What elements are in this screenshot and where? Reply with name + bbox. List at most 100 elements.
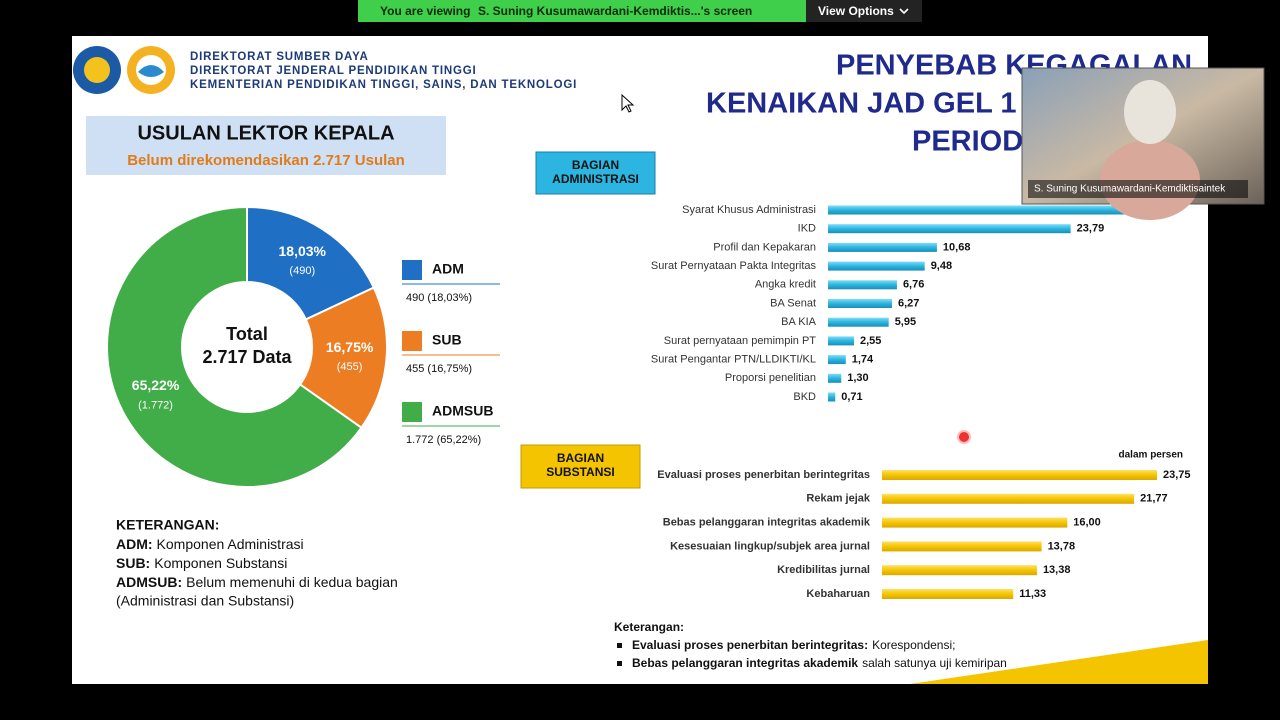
bar-category: Surat Pengantar PTN/LLDIKTI/KL <box>651 354 816 366</box>
cursor <box>621 93 635 113</box>
bar-value: 21,77 <box>1140 493 1168 505</box>
bar-category: BKD <box>793 391 816 403</box>
pie-slice <box>106 205 363 488</box>
note: Bebas pelanggaran integritas akademik sal… <box>632 656 1007 670</box>
bar-value: 5,95 <box>895 316 916 328</box>
bar <box>828 261 925 271</box>
notes-heading: Keterangan: <box>614 620 684 634</box>
section-title-line: BAGIAN <box>572 158 619 172</box>
chevron[interactable] <box>899 8 909 15</box>
bar-category: BA KIA <box>781 316 817 328</box>
slide-title: PERIOD <box>912 126 1023 158</box>
notes-heading: KETERANGAN: <box>116 517 219 533</box>
org-name: KEMENTERIAN PENDIDIKAN TINGGI, SAINS, DA… <box>190 79 577 91</box>
bar-value: 23,75 <box>1163 469 1191 481</box>
chart-subtitle: Belum direkomendasikan 2.717 Usulan <box>127 152 405 169</box>
bar-category: Surat Pernyataan Pakta Integritas <box>651 260 817 272</box>
note: (Administrasi dan Substansi) <box>116 593 294 609</box>
bar <box>882 517 1068 528</box>
note-desc: salah satunya uji kemiripan <box>862 656 1007 670</box>
webcam-name-tag <box>1028 180 1248 198</box>
legend-detail: 1.772 (65,22%) <box>406 434 481 446</box>
org-name: DIREKTORAT JENDERAL PENDIDIKAN TINGGI <box>190 65 476 77</box>
pointer-dot <box>957 430 971 444</box>
section-box <box>520 444 641 489</box>
note-desc: Komponen Administrasi <box>157 536 304 552</box>
section-title-line: SUBSTANSI <box>546 465 614 479</box>
bar-category: Rekam jejak <box>806 493 870 505</box>
webcam-name: S. Suning Kusumawardani-Kemdiktisaintek <box>1034 184 1226 195</box>
bar-category: Angka kredit <box>755 279 816 291</box>
pie-title-box <box>86 116 446 175</box>
bar <box>828 224 1071 234</box>
bar <box>828 242 937 252</box>
note-term: ADM: <box>116 536 153 552</box>
legend-label: ADMSUB <box>432 403 493 419</box>
legend-label: ADM <box>432 261 464 277</box>
logo <box>138 65 164 77</box>
note: Evaluasi proses penerbitan berintegritas… <box>632 638 955 652</box>
note-desc: Belum memenuhi di kedua bagian <box>186 574 398 590</box>
bar-category: IKD <box>798 223 816 235</box>
slice-label: 16,75% <box>326 339 374 355</box>
logo <box>84 57 110 83</box>
legend-swatch <box>402 402 422 422</box>
center-label: Total <box>226 324 268 344</box>
bar-value: 1,30 <box>847 372 868 384</box>
note-term: SUB: <box>116 555 150 571</box>
bar-category: Kredibilitas jurnal <box>777 564 870 576</box>
bar-value: 9,48 <box>931 260 952 272</box>
bar-category: Surat pernyataan pemimpin PT <box>664 335 817 347</box>
center-label: 2.717 Data <box>202 347 292 367</box>
bullet <box>617 661 622 666</box>
bar-value: 2,55 <box>860 335 881 347</box>
slice-count: (455) <box>337 361 363 373</box>
legend-detail: 490 (18,03%) <box>406 292 472 304</box>
note: ADMSUB: Belum memenuhi di kedua bagian <box>116 574 398 590</box>
bar <box>828 355 846 365</box>
view-options-text[interactable]: View Options <box>818 4 894 18</box>
section-box <box>535 151 656 195</box>
legend-label: SUB <box>432 332 462 348</box>
section-title-line: BAGIAN <box>557 451 604 465</box>
bar-value: 10,68 <box>943 241 971 253</box>
bullet <box>617 643 622 648</box>
bar <box>882 565 1037 576</box>
section-title-line: ADMINISTRASI <box>552 172 639 186</box>
bar <box>882 541 1042 552</box>
bar <box>828 317 889 327</box>
note-desc: Komponen Substansi <box>154 555 287 571</box>
note: SUB: Komponen Substansi <box>116 555 287 571</box>
bar-value: 1,74 <box>852 354 874 366</box>
note-term: Bebas pelanggaran integritas akademik <box>632 656 858 670</box>
bar <box>828 299 892 308</box>
legend-swatch <box>402 331 422 351</box>
bar-value: 0,71 <box>841 391 862 403</box>
bar-category: Bebas pelanggaran integritas akademik <box>663 517 871 529</box>
bar-category: Kebaharuan <box>806 588 870 600</box>
bar-value: 6,27 <box>898 297 919 309</box>
sharer-text: S. Suning Kusumawardani-Kemdiktis...'s s… <box>478 4 752 18</box>
bar-category: Syarat Khusus Administrasi <box>682 204 816 216</box>
legend-swatch <box>402 260 422 280</box>
bar <box>828 392 836 402</box>
bar-category: Kesesuaian lingkup/subjek area jurnal <box>670 540 870 552</box>
pie-slice <box>246 205 376 321</box>
slice-count: (1.772) <box>138 399 173 411</box>
bar <box>828 336 855 346</box>
slice-count: (490) <box>289 265 315 277</box>
bar <box>828 373 842 383</box>
bar-value: 13,78 <box>1048 540 1076 552</box>
note-term: Evaluasi proses penerbitan berintegritas… <box>632 638 868 652</box>
share-banner <box>358 0 806 22</box>
bar-value: 16,00 <box>1073 517 1101 529</box>
unit-note: dalam persen <box>1119 450 1183 461</box>
bar-value: 11,33 <box>1019 588 1046 600</box>
view-options-button[interactable] <box>806 0 922 22</box>
bar-value: 13,38 <box>1043 564 1071 576</box>
bar <box>828 205 1142 215</box>
slide-title: KENAIKAN JAD GEL 1 <box>706 88 1016 120</box>
section-title: BAGIAN SUBSTANSI <box>546 451 614 479</box>
